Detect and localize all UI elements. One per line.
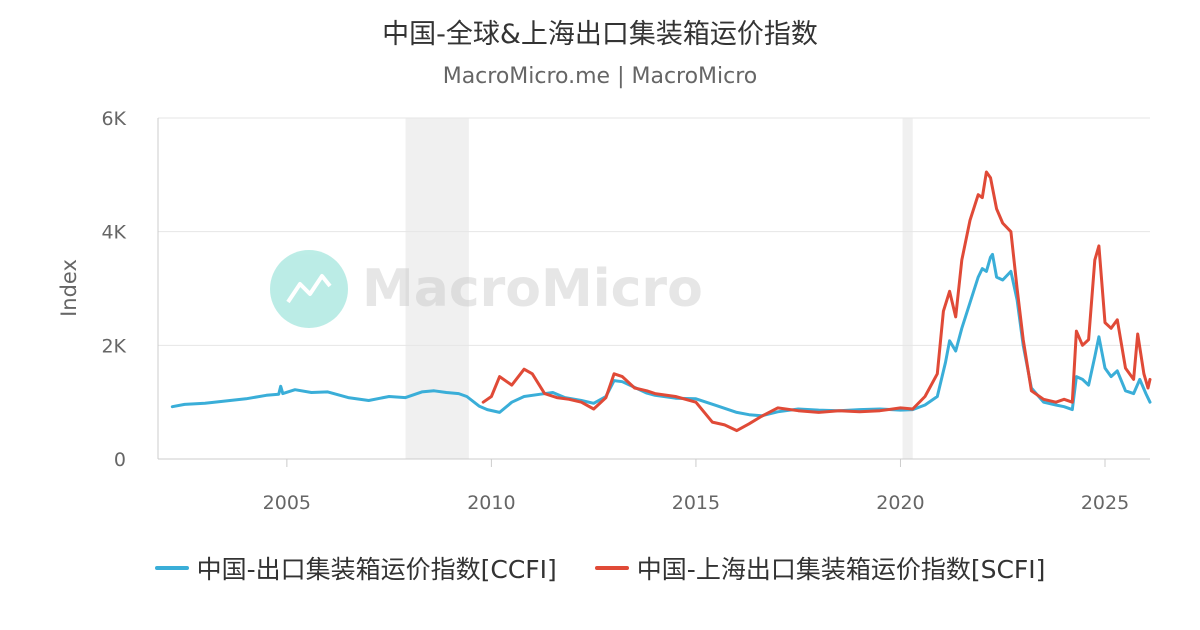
chart-subtitle: MacroMicro.me | MacroMicro xyxy=(442,64,758,89)
recession-shading xyxy=(405,118,913,459)
watermark: MacroMicro xyxy=(270,250,703,328)
chart-title: 中国-全球&上海出口集装箱运价指数 xyxy=(382,19,818,50)
watermark-logo-icon xyxy=(270,250,348,328)
x-tick-label: 2010 xyxy=(467,492,515,514)
watermark-text: MacroMicro xyxy=(362,259,703,319)
legend-swatch-ccfi xyxy=(154,566,189,570)
x-axis-ticks: 2005 2010 2015 2020 2025 xyxy=(263,459,1129,514)
x-tick-label: 2020 xyxy=(876,492,924,514)
legend-swatch-scfi xyxy=(594,566,629,570)
legend: 中国-出口集装箱运价指数[CCFI] 中国-上海出口集装箱运价指数[SCFI] xyxy=(0,550,1200,586)
y-tick-label: 6K xyxy=(101,108,126,130)
legend-item-scfi[interactable]: 中国-上海出口集装箱运价指数[SCFI] xyxy=(594,550,1046,586)
shaded-period-0 xyxy=(405,118,469,459)
series-line-scfi xyxy=(481,170,1152,433)
y-tick-label: 2K xyxy=(101,335,126,357)
x-tick-label: 2005 xyxy=(263,492,311,514)
y-gridlines xyxy=(158,117,1150,346)
y-axis-ticks: 0 2K 4K 6K xyxy=(101,108,126,471)
legend-label-ccfi: 中国-出口集装箱运价指数[CCFI] xyxy=(196,555,557,584)
x-tick-label: 2025 xyxy=(1081,492,1129,514)
shaded-period-1 xyxy=(902,118,913,459)
legend-label-scfi: 中国-上海出口集装箱运价指数[SCFI] xyxy=(636,555,1046,584)
y-tick-label: 4K xyxy=(101,222,126,244)
series-lines xyxy=(170,170,1152,433)
y-axis-label: Index xyxy=(57,259,81,317)
legend-item-ccfi[interactable]: 中国-出口集装箱运价指数[CCFI] xyxy=(154,550,557,586)
y-tick-label: 0 xyxy=(114,449,126,471)
x-tick-label: 2015 xyxy=(672,492,720,514)
